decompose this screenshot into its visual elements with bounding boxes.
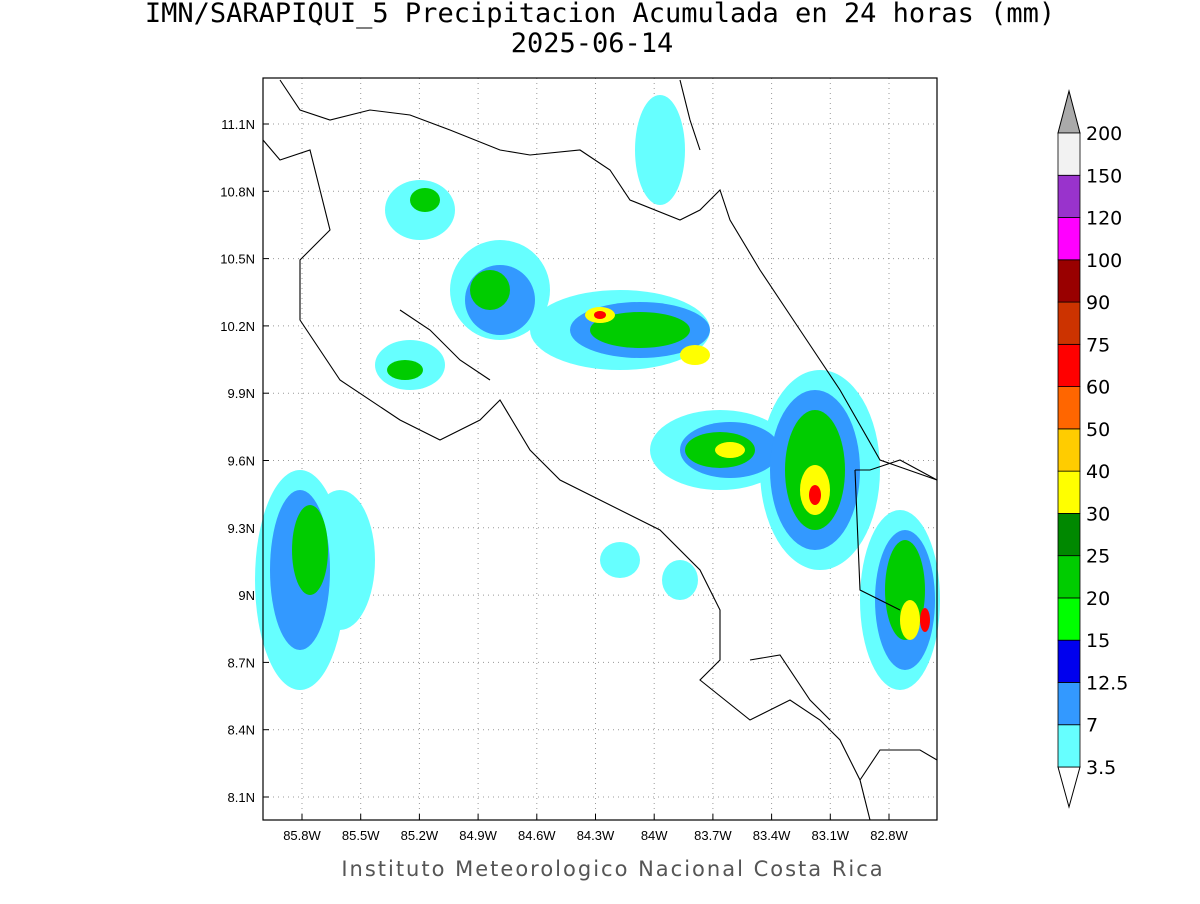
x-tick-label: 84.9W (459, 828, 497, 843)
colorbar-label: 50 (1086, 419, 1110, 441)
colorbar-label: 20 (1086, 588, 1110, 610)
colorbar-box (1057, 301, 1081, 345)
colorbar-box (1057, 428, 1081, 472)
x-tick-label: 83.1W (812, 828, 850, 843)
colorbar-label: 200 (1086, 123, 1122, 145)
x-tick-label: 85.8W (283, 828, 321, 843)
y-tick-label: 8.7N (228, 655, 255, 670)
colorbar-box (1057, 132, 1081, 176)
footer: Instituto Meteorologico Nacional Costa R… (341, 857, 884, 881)
colorbar-label: 25 (1086, 546, 1110, 568)
map-frame (262, 77, 938, 821)
y-tick-label: 9.3N (228, 521, 255, 536)
colorbar-over (1057, 89, 1081, 134)
colorbar-box (1057, 386, 1081, 430)
colorbar-label: 40 (1086, 461, 1110, 483)
colorbar-box (1057, 682, 1081, 726)
x-tick-label: 85.2W (401, 828, 439, 843)
y-tick-label: 11.1N (221, 117, 255, 132)
colorbar: 3.5 7 12.5 15 20 25 30 40 50 60 75 90 100 120 150 200 (1057, 89, 1128, 809)
colorbar-box (1057, 724, 1081, 768)
map-title: IMN/SARAPIQUI_5 Precipitacion Acumulada … (145, 0, 1055, 29)
colorbar-label: 3.5 (1086, 757, 1116, 779)
colorbar-under (1057, 766, 1081, 809)
colorbar-label: 7 (1086, 715, 1098, 737)
y-tick-label: 10.2N (220, 319, 255, 334)
y-tick-label: 10.5N (220, 252, 255, 267)
y-tick-label: 8.4N (228, 723, 255, 738)
colorbar-label: 15 (1086, 630, 1110, 652)
colorbar-label: 30 (1086, 503, 1110, 525)
colorbar-box (1057, 597, 1081, 641)
coastline (262, 79, 938, 821)
colorbar-box (1057, 513, 1081, 557)
colorbar-box (1057, 470, 1081, 514)
colorbar-label: 120 (1086, 208, 1122, 230)
colorbar-box (1057, 174, 1081, 218)
precipitation-field (255, 95, 940, 690)
colorbar-label: 60 (1086, 377, 1110, 399)
y-tick-label: 9N (238, 588, 255, 603)
x-tick-label: 85.5W (342, 828, 380, 843)
x-tick-label: 84.3W (577, 828, 615, 843)
x-tick-label: 84.6W (518, 828, 556, 843)
colorbar-label: 12.5 (1086, 672, 1128, 694)
colorbar-box (1057, 555, 1081, 599)
colorbar-label: 100 (1086, 250, 1122, 272)
x-tick-label: 82.8W (870, 828, 908, 843)
colorbar-box (1057, 259, 1081, 303)
colorbar-box (1057, 217, 1081, 261)
x-tick-label: 84W (641, 828, 668, 843)
colorbar-label: 75 (1086, 334, 1110, 356)
y-tick-label: 9.9N (228, 386, 255, 401)
colorbar-label: 90 (1086, 292, 1110, 314)
y-tick-label: 9.6N (228, 454, 255, 469)
colorbar-box (1057, 639, 1081, 683)
map-subtitle: 2025-06-14 (511, 28, 674, 59)
y-tick-label: 10.8N (220, 184, 255, 199)
x-tick-label: 83.4W (753, 828, 791, 843)
x-tick-label: 83.7W (694, 828, 732, 843)
y-tick-label: 8.1N (228, 790, 255, 805)
colorbar-box (1057, 343, 1081, 388)
colorbar-label: 150 (1086, 165, 1122, 187)
